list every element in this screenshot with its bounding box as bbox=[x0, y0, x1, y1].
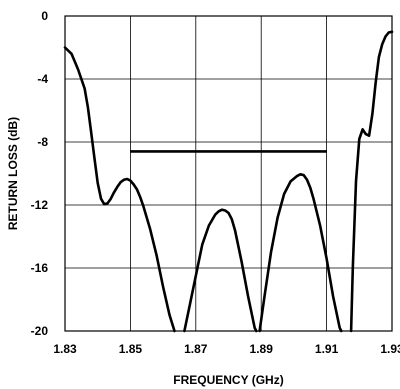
x-tick-labels: 1.83 1.85 1.87 1.89 1.91 1.93 bbox=[53, 342, 400, 356]
y-tick-label: -16 bbox=[31, 261, 49, 275]
return-loss-line-segment-1 bbox=[63, 46, 176, 333]
return-loss-line-segment-2 bbox=[183, 208, 258, 333]
series-group bbox=[63, 30, 394, 333]
return-loss-line-segment-3 bbox=[258, 173, 343, 333]
plot-frame bbox=[64, 15, 393, 332]
return-loss-line-segment-4 bbox=[349, 30, 394, 333]
y-tick-label: -12 bbox=[31, 198, 49, 212]
y-tick-label: -4 bbox=[37, 72, 48, 86]
y-tick-label: 0 bbox=[41, 9, 48, 23]
x-tick-label: 1.91 bbox=[315, 342, 339, 356]
y-tick-labels: 0 -4 -8 -12 -16 -20 bbox=[31, 9, 49, 338]
x-tick-label: 1.85 bbox=[119, 342, 143, 356]
y-tick-label: -8 bbox=[37, 135, 48, 149]
x-axis-title: FREQUENCY (GHz) bbox=[173, 373, 283, 387]
x-tick-label: 1.87 bbox=[184, 342, 208, 356]
x-tick-label: 1.83 bbox=[53, 342, 77, 356]
y-axis-title: RETURN LOSS (dB) bbox=[6, 117, 20, 230]
grid bbox=[65, 16, 392, 331]
y-tick-label: -20 bbox=[31, 324, 49, 338]
x-tick-label: 1.93 bbox=[380, 342, 400, 356]
x-tick-label: 1.89 bbox=[250, 342, 274, 356]
